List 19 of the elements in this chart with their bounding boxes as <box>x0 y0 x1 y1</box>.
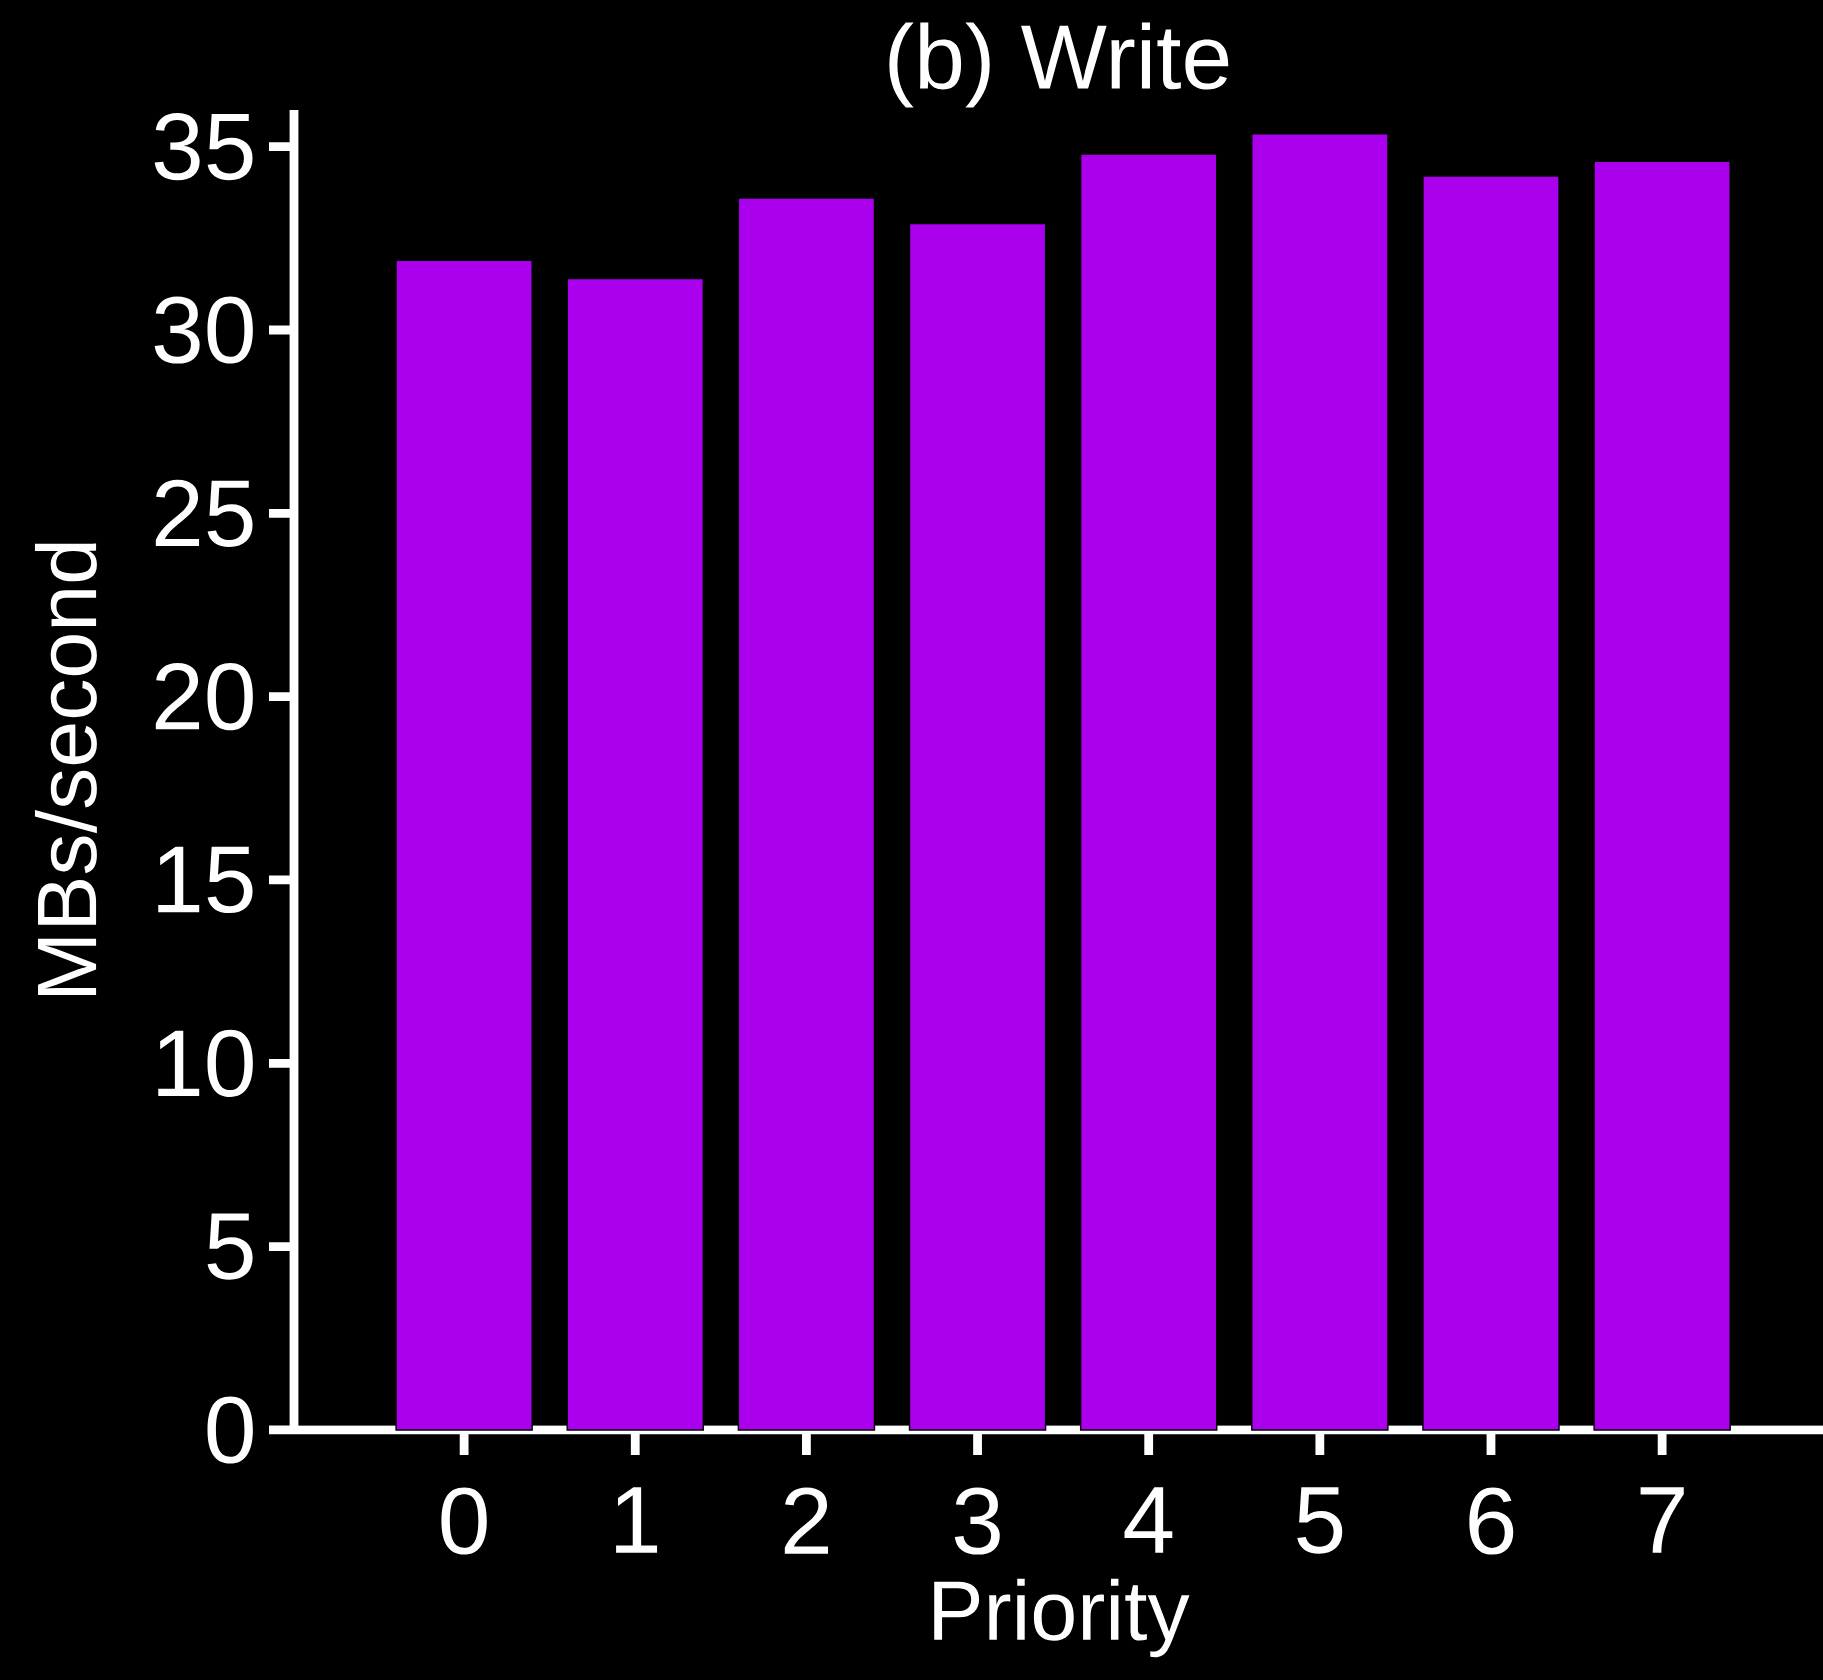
x-tick-label: 7 <box>1640 1487 1684 1553</box>
x-tick-label: 4 <box>1124 1487 1173 1553</box>
y-tick-label: 15 <box>158 846 253 914</box>
chart-title: (b) Write <box>889 22 1229 108</box>
x-tick-label: 6 <box>1469 1487 1514 1555</box>
y-axis-title: MBs/second <box>34 543 97 996</box>
y-tick-label: 20 <box>155 663 253 731</box>
y-tick-label: 35 <box>154 113 253 181</box>
x-tick-label: 3 <box>954 1487 1000 1555</box>
x-tick-label: 5 <box>1297 1487 1343 1554</box>
x-axis-title: Priority <box>934 1578 1190 1658</box>
y-tick-label: 10 <box>158 1029 253 1097</box>
y-tick-label: 30 <box>154 296 253 364</box>
x-tick-label: 1 <box>616 1487 658 1553</box>
y-tick-label: 5 <box>207 1213 253 1280</box>
x-tick-label: 0 <box>441 1487 487 1555</box>
y-tick-label: 25 <box>155 479 253 547</box>
y-tick-label: 0 <box>207 1396 253 1464</box>
x-tick-label: 2 <box>784 1487 829 1554</box>
